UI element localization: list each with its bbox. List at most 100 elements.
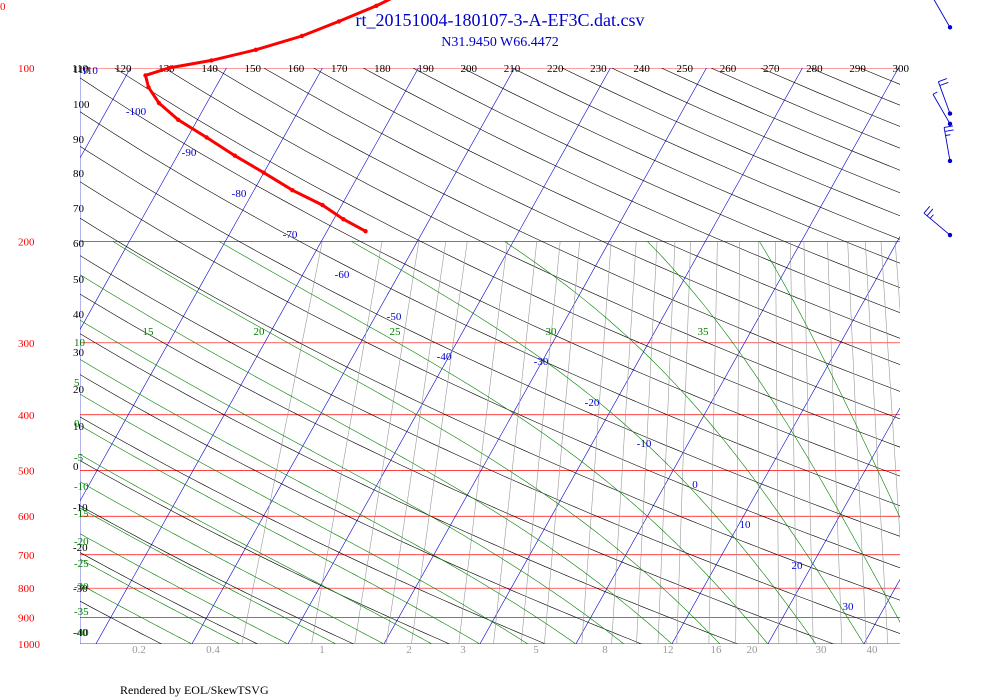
left-theta-label: -40 bbox=[73, 627, 88, 639]
mixing-ratio-label: 40 bbox=[867, 644, 879, 656]
isotherm-line bbox=[191, 68, 515, 644]
isotherm-label: -100 bbox=[126, 106, 147, 118]
theta-e-left-label: -5 bbox=[74, 452, 84, 464]
theta-e-left-label: -30 bbox=[74, 581, 89, 593]
wind-barb-flag bbox=[929, 214, 934, 219]
moist-adiabat bbox=[218, 241, 769, 644]
chart-title: rt_20151004-180107-3-A-EF3C.dat.csv bbox=[355, 10, 645, 30]
temperature-point bbox=[176, 117, 181, 123]
theta-e-left-label: -35 bbox=[74, 606, 89, 618]
mixing-ratio-line bbox=[611, 241, 637, 644]
dry-adiabat bbox=[512, 68, 900, 240]
mixing-ratio-label: 5 bbox=[533, 644, 539, 656]
wind-barb-flag bbox=[945, 134, 951, 136]
dry-adiabat bbox=[80, 600, 162, 644]
left-theta-label: 10 bbox=[73, 421, 85, 433]
theta-label: 280 bbox=[806, 63, 823, 75]
theta-e-left-label: 0 bbox=[74, 418, 80, 430]
dry-adiabat bbox=[859, 68, 900, 85]
wind-barb-flag bbox=[923, 206, 931, 214]
isotherm-line bbox=[863, 578, 900, 644]
theta-e-label: 20 bbox=[254, 326, 266, 338]
dry-adiabat bbox=[263, 68, 900, 365]
wind-barbs bbox=[923, 0, 954, 238]
left-theta-label: 70 bbox=[73, 203, 85, 215]
temperature-point bbox=[374, 3, 379, 8]
mixing-ratio-label: 12 bbox=[663, 644, 674, 656]
dry-adiabat bbox=[80, 217, 900, 601]
wind-barb-shaft bbox=[943, 127, 951, 162]
theta-label: 250 bbox=[677, 63, 694, 75]
wind-barb-flag bbox=[932, 91, 938, 95]
mixing-ratio-label: 16 bbox=[711, 644, 723, 656]
mixing-ratio-line bbox=[676, 241, 691, 644]
isotherm-line bbox=[767, 407, 900, 644]
temperature-point bbox=[232, 153, 238, 158]
left-theta-label: 30 bbox=[73, 347, 85, 359]
pressure-label: 400 bbox=[18, 410, 35, 422]
theta-e-label: 30 bbox=[546, 326, 558, 338]
moist-adiabat bbox=[80, 359, 577, 644]
dry-adiabat bbox=[80, 145, 900, 537]
isotherm-line bbox=[287, 68, 611, 644]
mixing-ratio-line bbox=[735, 241, 740, 644]
isotherm-label: 20 bbox=[792, 560, 804, 572]
mixing-ratio-label: 0.2 bbox=[132, 644, 146, 656]
moist-adiabat bbox=[647, 241, 900, 623]
temperature-point bbox=[143, 73, 148, 78]
theta-label: 240 bbox=[633, 63, 650, 75]
mixing-ratio-line bbox=[311, 241, 383, 644]
temperature-point bbox=[341, 217, 346, 222]
render-credit: Rendered by EOL/SkewTSVG bbox=[120, 683, 269, 697]
theta-e-label: 35 bbox=[698, 326, 710, 338]
mixing-ratio-line bbox=[827, 241, 843, 644]
theta-e-label: 25 bbox=[390, 326, 402, 338]
moist-adiabat bbox=[80, 558, 241, 644]
temperature-point bbox=[261, 170, 266, 175]
isotherm-line bbox=[95, 68, 419, 644]
theta-e-left-label: -10 bbox=[74, 481, 89, 493]
temperature-point bbox=[299, 33, 305, 39]
mixing-ratio-line bbox=[790, 241, 798, 644]
moist-adiabat bbox=[80, 533, 289, 644]
left-theta-label: 20 bbox=[73, 384, 85, 396]
mixing-ratio-label: 8 bbox=[602, 644, 608, 656]
left-theta-label: 60 bbox=[73, 238, 85, 250]
mixing-ratio-line bbox=[803, 241, 814, 644]
mixing-ratio-line bbox=[544, 241, 580, 644]
wind-barb-station bbox=[947, 121, 953, 127]
dry-adiabat bbox=[80, 255, 900, 634]
pressure-label: 700 bbox=[18, 550, 35, 562]
isotherm-line bbox=[575, 68, 899, 644]
temperature-point bbox=[209, 58, 214, 63]
dry-adiabat bbox=[313, 68, 900, 339]
wind-barb-flag bbox=[944, 125, 954, 128]
theta-e-label: 15 bbox=[143, 326, 155, 338]
mixing-ratio-label: 20 bbox=[747, 644, 759, 656]
moist-adiabat bbox=[80, 507, 337, 644]
dry-adiabat bbox=[80, 505, 354, 644]
theta-label: 190 bbox=[417, 63, 434, 75]
mixing-ratio-line bbox=[385, 241, 447, 644]
mixing-ratio-line bbox=[493, 241, 538, 644]
temperature-point bbox=[290, 188, 295, 193]
mixing-ratio-label: 1 bbox=[319, 644, 325, 656]
theta-e-left-label: 10 bbox=[74, 337, 86, 349]
mixing-ratio-line bbox=[880, 241, 900, 542]
mixing-ratio-label: 30 bbox=[816, 644, 828, 656]
theta-label: 290 bbox=[849, 63, 866, 75]
mixing-ratio-label: 2 bbox=[406, 644, 412, 656]
pressure-label: 900 bbox=[18, 613, 35, 625]
isotherm-label: -80 bbox=[232, 188, 247, 200]
temperature-point bbox=[204, 135, 209, 140]
temperature-point bbox=[166, 65, 171, 71]
mixing-ratio-line bbox=[657, 241, 676, 644]
isotherm-label: -60 bbox=[335, 269, 350, 281]
left-theta-label: 110 bbox=[73, 64, 90, 76]
theta-label: 170 bbox=[331, 63, 348, 75]
pressure-label: 200 bbox=[18, 236, 35, 248]
mixing-ratio-line bbox=[581, 241, 612, 644]
pressure-label: 1000 bbox=[18, 639, 41, 651]
dry-adiabat bbox=[164, 68, 900, 420]
